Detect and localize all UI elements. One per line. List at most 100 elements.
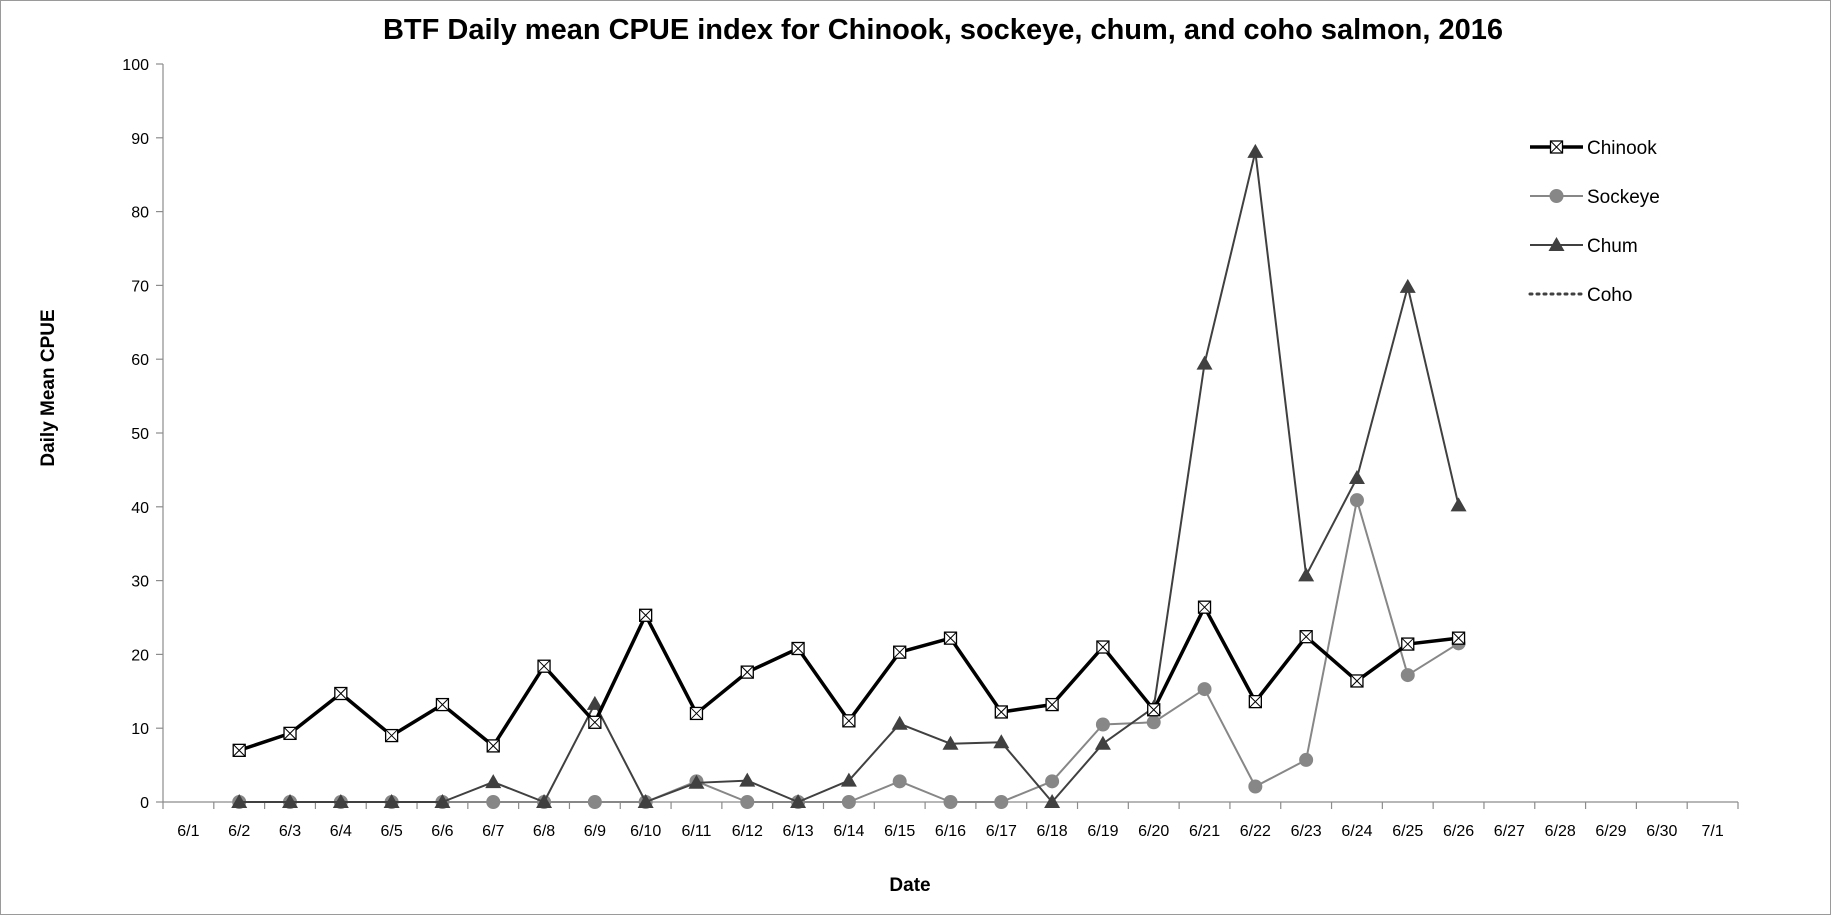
chum-point bbox=[485, 774, 502, 789]
x-tick-label: 6/16 bbox=[935, 823, 966, 840]
y-tick-label: 20 bbox=[131, 647, 149, 664]
chinook-point bbox=[791, 641, 805, 656]
x-tick-label: 6/20 bbox=[1138, 823, 1169, 840]
legend-label-chinook: Chinook bbox=[1587, 138, 1657, 159]
chart-title: BTF Daily mean CPUE index for Chinook, s… bbox=[383, 14, 1503, 46]
chum-point bbox=[739, 772, 756, 787]
x-tick-label: 6/1 bbox=[177, 823, 199, 840]
x-tick-label: 6/3 bbox=[279, 823, 301, 840]
chum-point bbox=[332, 794, 349, 808]
chinook-point bbox=[537, 659, 551, 673]
y-tick-label: 80 bbox=[131, 205, 149, 222]
chum-point bbox=[993, 734, 1010, 749]
x-tick-label: 6/18 bbox=[1037, 823, 1068, 840]
y-tick-label: 30 bbox=[131, 574, 149, 591]
legend-marker-sockeye bbox=[1549, 189, 1564, 203]
chum-point bbox=[1094, 735, 1111, 750]
x-tick-label: 6/5 bbox=[381, 823, 403, 840]
sockeye-point bbox=[587, 795, 602, 809]
chum-point bbox=[790, 794, 807, 808]
sockeye-point bbox=[841, 795, 856, 809]
legend-item-sockeye: Sockeye bbox=[1530, 187, 1660, 208]
y-tick-label: 60 bbox=[131, 352, 149, 369]
chum-point bbox=[231, 794, 248, 808]
x-tick-label: 6/17 bbox=[986, 823, 1017, 840]
y-axis-label: Daily Mean CPUE bbox=[38, 309, 59, 466]
chum-point bbox=[688, 774, 705, 789]
sockeye-point bbox=[1095, 717, 1110, 732]
x-tick-label: 6/14 bbox=[833, 823, 864, 840]
x-tick-label: 6/10 bbox=[630, 823, 661, 840]
chinook-line bbox=[238, 605, 1459, 752]
chum-point bbox=[1196, 355, 1213, 370]
chum-point bbox=[1044, 794, 1061, 808]
sockeye-point bbox=[1045, 774, 1060, 789]
chum-point bbox=[282, 794, 299, 808]
x-tick-label: 6/9 bbox=[584, 823, 606, 840]
x-tick-label: 6/23 bbox=[1291, 823, 1322, 840]
chinook-point bbox=[1248, 694, 1262, 709]
x-tick-label: 6/25 bbox=[1392, 823, 1423, 840]
sockeye-point bbox=[892, 774, 907, 789]
legend-item-chinook: Chinook bbox=[1530, 138, 1657, 159]
chinook-point bbox=[893, 645, 907, 659]
chinook-point bbox=[334, 686, 348, 701]
chinook-point bbox=[1147, 703, 1161, 717]
legend-item-chum: Chum bbox=[1530, 236, 1638, 257]
chinook-point bbox=[1197, 600, 1212, 614]
y-tick-label: 90 bbox=[131, 131, 149, 148]
chinook-point bbox=[384, 728, 399, 743]
y-tick-label: 70 bbox=[131, 278, 149, 295]
y-tick-label: 40 bbox=[131, 500, 149, 517]
sockeye-point bbox=[486, 795, 501, 809]
chum-point bbox=[434, 794, 451, 808]
x-tick-label: 6/30 bbox=[1646, 823, 1677, 840]
chum-line bbox=[239, 150, 1460, 803]
chum-point bbox=[1247, 143, 1264, 158]
sockeye-point bbox=[1197, 682, 1212, 697]
chinook-point bbox=[842, 714, 856, 728]
sockeye-point bbox=[1349, 493, 1364, 508]
chum-point bbox=[1450, 497, 1467, 512]
chinook-point bbox=[1451, 631, 1466, 645]
x-tick-label: 6/6 bbox=[431, 823, 453, 840]
chum-point bbox=[840, 772, 857, 787]
chinook-point bbox=[1401, 637, 1415, 651]
chinook-point bbox=[740, 665, 754, 679]
legend-label-chum: Chum bbox=[1587, 236, 1638, 257]
chum-point bbox=[942, 735, 959, 750]
x-tick-label: 6/11 bbox=[681, 823, 711, 840]
sockeye-point bbox=[943, 795, 958, 809]
chinook-point bbox=[1350, 674, 1364, 688]
x-tick-label: 6/8 bbox=[533, 823, 555, 840]
legend-label-coho: Coho bbox=[1587, 285, 1632, 306]
chinook-point bbox=[1045, 697, 1059, 712]
series-layer bbox=[231, 143, 1467, 809]
sockeye-point bbox=[1400, 668, 1415, 683]
chinook-point bbox=[486, 739, 500, 753]
chinook-point bbox=[1096, 640, 1110, 654]
x-tick-label: 6/27 bbox=[1494, 823, 1525, 840]
sockeye-point bbox=[1248, 779, 1263, 794]
y-tick-label: 50 bbox=[131, 426, 149, 443]
chinook-point bbox=[232, 743, 246, 757]
chum-series bbox=[231, 143, 1467, 808]
x-tick-label: 6/4 bbox=[330, 823, 352, 840]
chinook-point bbox=[943, 631, 958, 645]
chum-point bbox=[536, 794, 553, 808]
x-tick-label: 6/12 bbox=[732, 823, 763, 840]
legend-item-coho: Coho bbox=[1528, 285, 1632, 306]
y-tick-label: 10 bbox=[131, 721, 149, 738]
x-axis-label: Date bbox=[889, 875, 930, 896]
sockeye-series bbox=[232, 493, 1466, 809]
x-tick-label: 6/7 bbox=[482, 823, 504, 840]
chinook-point bbox=[588, 715, 602, 729]
legend-marker-chinook bbox=[1549, 140, 1564, 154]
sockeye-point bbox=[994, 795, 1009, 809]
chum-point bbox=[586, 695, 603, 710]
x-tick-label: 6/13 bbox=[783, 823, 814, 840]
chinook-point bbox=[1299, 630, 1313, 644]
chinook-point bbox=[689, 706, 704, 721]
x-tick-label: 6/21 bbox=[1189, 823, 1220, 840]
x-tick-label: 6/19 bbox=[1087, 823, 1118, 840]
